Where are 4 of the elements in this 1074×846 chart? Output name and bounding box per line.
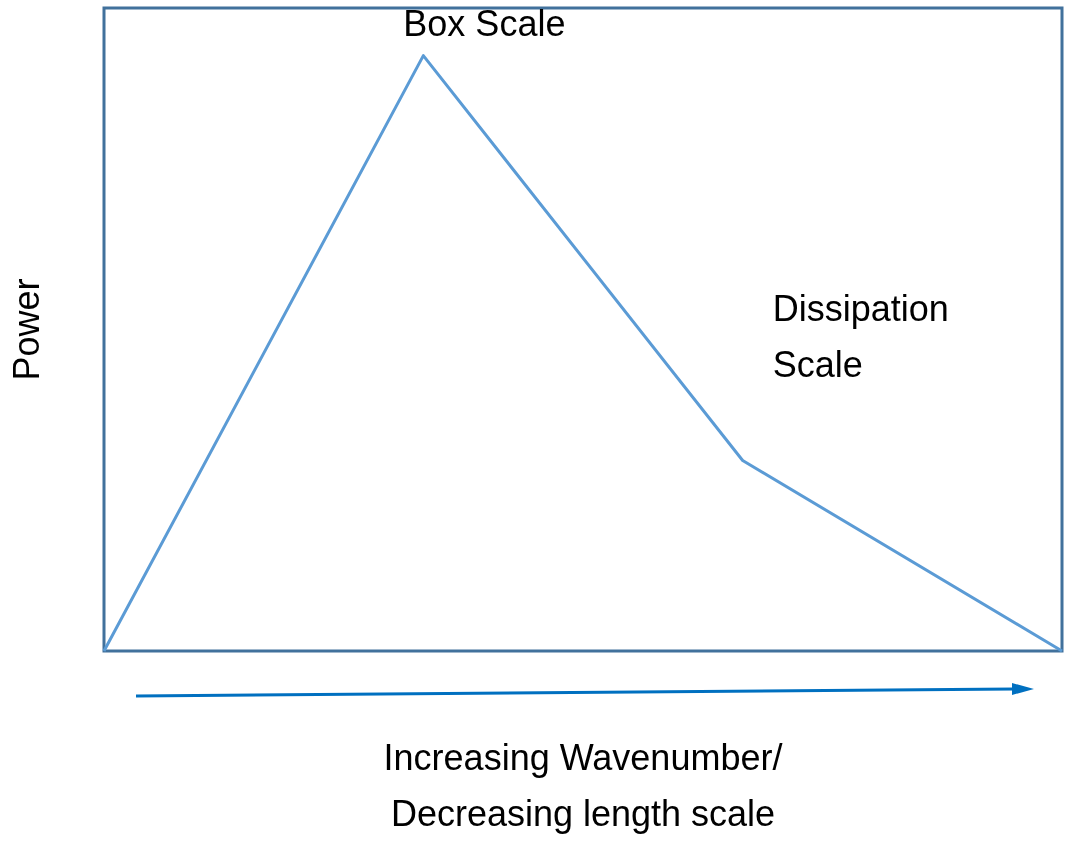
y-axis-title: Power	[5, 278, 47, 381]
text: Box Scale	[403, 3, 566, 45]
annotation: Dissipation Scale	[772, 287, 949, 385]
x-axis-title: Increasing Wavenumber/ Decreasing length scale	[383, 736, 783, 834]
